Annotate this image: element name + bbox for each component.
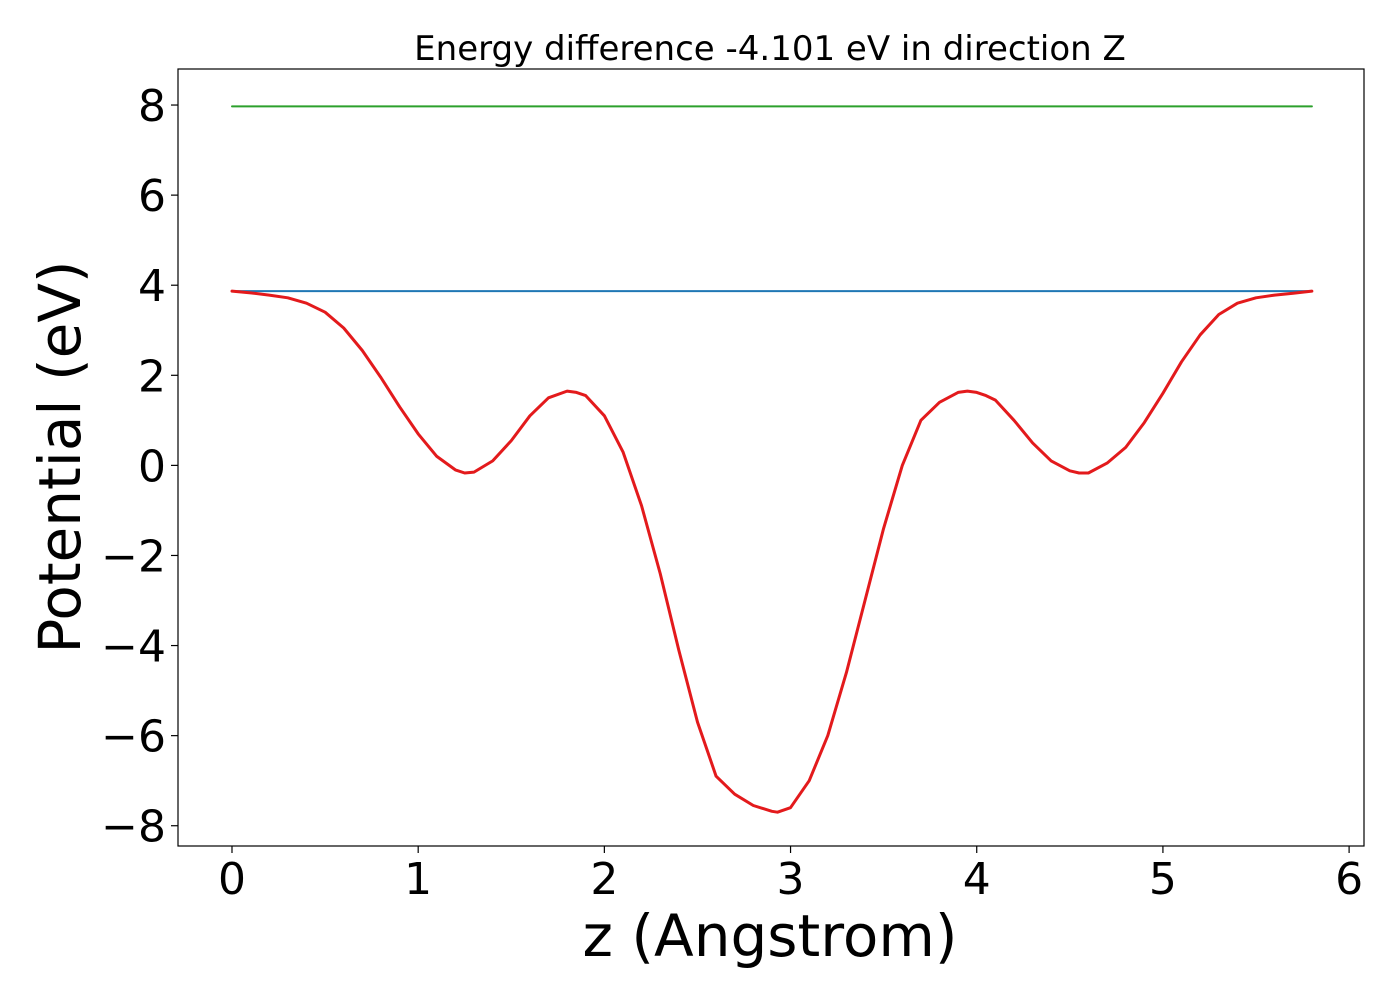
y-tick-label: 4 [138,261,166,312]
series-layer [230,105,1314,814]
series-line-2 [230,289,1314,814]
plot-area-frame [177,68,1365,847]
x-tick-label: 3 [777,854,805,905]
x-tick-label: 0 [218,854,246,905]
y-tick-label: −6 [101,712,166,763]
y-tick-label: 2 [138,351,166,402]
x-tick-label: 1 [404,854,432,905]
x-axis-label: z (Angstrom) [583,902,958,970]
y-tick-label: −4 [101,622,166,673]
y-tick-label: 0 [138,441,166,492]
y-tick-label: −8 [101,802,166,853]
y-tick-label: 6 [138,171,166,222]
y-tick-label: 8 [138,81,166,132]
y-axis-ticks: 8 6 4 2 0 −2 −4 −6 −8 [101,81,178,853]
y-axis-label: Potential (eV) [26,260,94,653]
y-tick-label: −2 [101,531,166,582]
x-tick-label: 6 [1335,854,1363,905]
x-tick-label: 2 [590,854,618,905]
x-tick-label: 5 [1149,854,1177,905]
x-axis-ticks: 0 1 2 3 4 5 6 [218,846,1363,905]
chart-title: Energy difference -4.101 eV in direction… [414,29,1126,69]
x-tick-label: 4 [963,854,991,905]
